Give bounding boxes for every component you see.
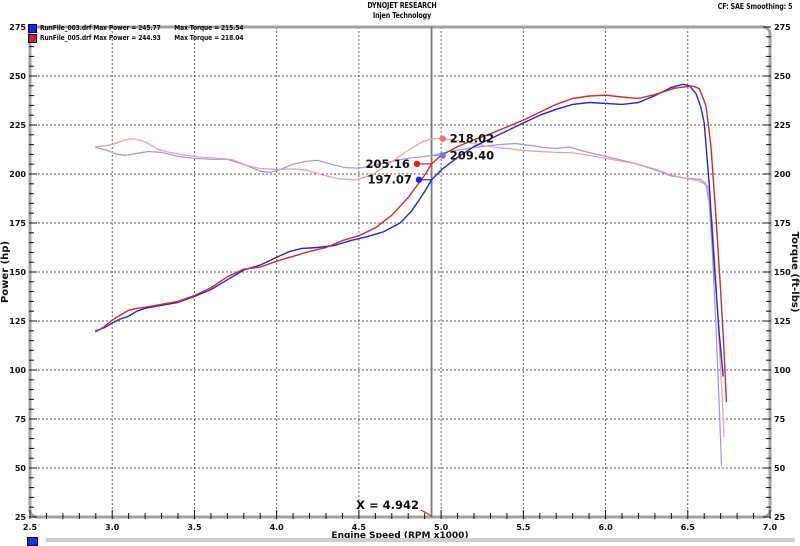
x-axis-title: Engine Speed (RPM x1000) [331, 531, 468, 541]
y-tick-label-left: 25 [15, 513, 27, 522]
runfile-005-color-swatch [28, 33, 37, 43]
x-tick-label: 3.0 [105, 523, 120, 532]
y-tick-label-left: 175 [9, 219, 26, 228]
correction-smoothing-info: CF: SAE Smoothing: 5 [717, 2, 792, 11]
x-tick-label: 7.0 [763, 523, 778, 532]
curve-runfile-003-power [95, 83, 724, 377]
x-tick-label: 6.0 [598, 523, 613, 532]
cursor-marker-dot-runfile-005-torque [439, 135, 446, 142]
curve-runfile-005-power [95, 85, 728, 403]
y-tick-label-right: 175 [774, 219, 791, 228]
bottom-divider-bar [45, 538, 795, 542]
y-tick-label-left: 75 [15, 415, 27, 424]
y-tick-label-left: 200 [9, 170, 26, 179]
run-legend: RunFile_003.drf Max Power = 245.77 Max T… [28, 23, 279, 43]
y-tick-label-left: 150 [9, 268, 26, 277]
x-tick-label: 4.0 [270, 523, 285, 532]
cursor-value-label-runfile-003-power: 197.07 [368, 173, 412, 187]
x-tick-label: 5.0 [434, 523, 449, 532]
runfile-003-color-swatch [28, 23, 37, 33]
y-tick-label-left: 100 [9, 366, 26, 375]
y-axis-title-power: Power (hp) [0, 241, 11, 303]
y-tick-label-right: 250 [774, 72, 791, 81]
y-tick-label-left: 275 [9, 23, 26, 32]
y-axis-title-torque: Torque (ft-lbs) [789, 232, 800, 313]
x-tick-label: 3.5 [187, 523, 202, 532]
legend-row-runfile-005[interactable]: RunFile_005.drf Max Power = 244.93 Max T… [28, 33, 279, 43]
cursor-x-label-leader [420, 509, 432, 517]
cursor-marker-dot-runfile-003-power [415, 176, 423, 183]
legend-row-runfile-003[interactable]: RunFile_003.drf Max Power = 245.77 Max T… [28, 23, 279, 33]
cursor-x-label: X = 4.942 [356, 498, 419, 512]
y-tick-label-right: 75 [774, 415, 786, 424]
y-tick-label-left: 125 [9, 317, 26, 326]
runfile-005-max-power-label: RunFile_005.drf Max Power = 244.93 [40, 34, 161, 42]
x-tick-label: 2.5 [23, 523, 38, 532]
x-tick-label: 6.5 [681, 523, 696, 532]
cursor-value-label-runfile-005-power: 205.16 [366, 157, 410, 171]
y-tick-label-left: 250 [9, 72, 26, 81]
cursor-marker-dot-runfile-005-power [413, 160, 421, 168]
cursor-value-label-runfile-003-torque: 209.40 [450, 149, 494, 163]
cursor-value-label-runfile-005-torque: 218.02 [450, 132, 494, 146]
y-tick-label-right: 50 [774, 464, 786, 473]
runfile-003-max-power-label: RunFile_003.drf Max Power = 245.77 [40, 24, 161, 32]
y-tick-label-right: 125 [774, 317, 791, 326]
next-graph-legend-swatch [27, 537, 38, 546]
y-tick-label-right: 225 [774, 121, 791, 130]
y-tick-label-right: 275 [774, 23, 791, 32]
x-tick-label: 4.5 [352, 523, 367, 532]
runfile-005-max-torque-label: Max Torque = 218.04 [174, 34, 244, 42]
y-tick-label-right: 200 [774, 170, 791, 179]
runfile-003-max-torque-label: Max Torque = 215.54 [174, 24, 244, 32]
bottom-partial-row [0, 536, 800, 546]
y-tick-label-right: 25 [774, 513, 786, 522]
y-tick-label-right: 100 [774, 366, 791, 375]
y-tick-label-left: 225 [9, 121, 26, 130]
page-title: DYNOJET RESEARCH [367, 1, 437, 10]
y-tick-label-left: 50 [15, 464, 27, 473]
curve-runfile-003-torque [95, 142, 723, 467]
y-tick-label-right: 150 [774, 268, 791, 277]
dyno-shop-subtitle: Injen Technology [372, 11, 432, 20]
x-tick-label: 5.5 [516, 523, 531, 532]
cursor-marker-dot-runfile-003-torque [439, 152, 446, 159]
